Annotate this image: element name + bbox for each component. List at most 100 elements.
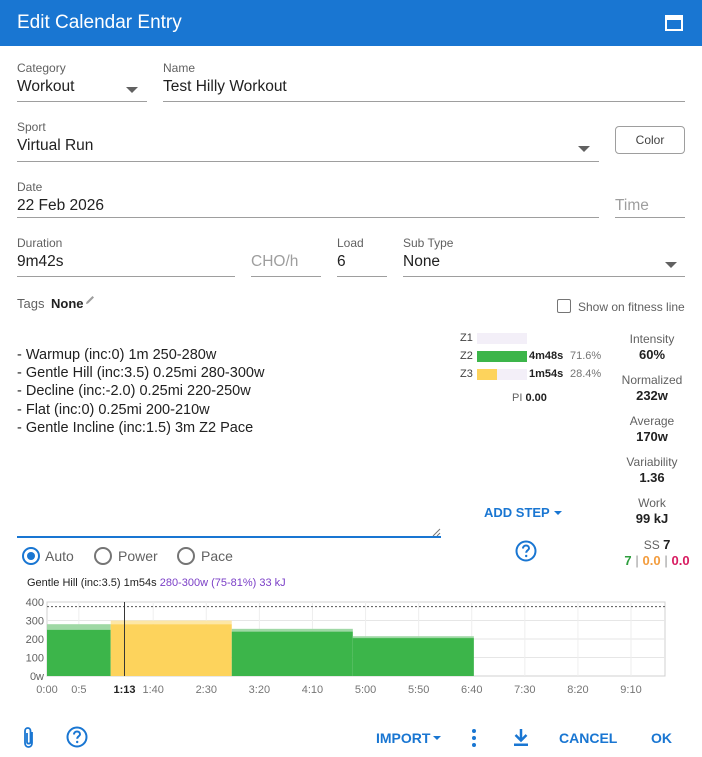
add-step-dropdown-icon[interactable] — [554, 511, 562, 515]
workout-text-editor[interactable]: - Warmup (inc:0) 1m 250-280w - Gentle Hi… — [17, 346, 264, 437]
stat-label: Intensity — [629, 332, 675, 346]
duration-input[interactable]: 9m42s — [17, 253, 64, 270]
zone-label: Z3 — [460, 368, 473, 380]
zone-percent: 28.4% — [570, 368, 602, 380]
tags-label: Tags — [17, 296, 45, 311]
ss-part: 0.0 — [642, 553, 661, 568]
edit-pencil-icon[interactable] — [84, 294, 96, 306]
chart-y-tick-label: 0w — [30, 671, 44, 683]
subtype-select[interactable]: None — [403, 253, 441, 270]
cho-input[interactable]: CHO/h — [251, 253, 299, 270]
cho-underline — [251, 276, 321, 277]
workout-chart[interactable]: 400 300 200 100 0w0:00 0:5 1:13 1:40 2:30 3:20 4:1… — [0, 592, 702, 698]
zone-label: Z2 — [460, 350, 473, 362]
chart-bar — [47, 629, 111, 676]
date-input[interactable]: 22 Feb 2026 — [17, 197, 105, 214]
workout-line: - Flat (inc:0) 0.25mi 200-210w — [17, 401, 210, 418]
sport-select[interactable]: Virtual Run — [17, 137, 94, 154]
resize-handle-icon[interactable] — [432, 528, 441, 537]
color-button[interactable]: Color — [615, 126, 685, 154]
duration-label: Duration — [17, 236, 63, 250]
chart-y-tick-label: 200 — [26, 634, 44, 646]
stat-value: 170w — [636, 429, 668, 444]
date-label: Date — [17, 180, 43, 194]
stat-value: 232w — [636, 388, 668, 403]
chart-bar — [231, 631, 353, 676]
chart-y-tick-label: 100 — [26, 653, 44, 665]
chart-step-info: Gentle Hill (inc:3.5) 1m54s 280-300w (75… — [27, 577, 286, 589]
category-underline — [17, 101, 147, 102]
fitness-line-checkbox[interactable] — [557, 299, 571, 313]
radio-pace[interactable] — [177, 547, 195, 565]
pi-value: PI 0.00 — [512, 392, 547, 404]
workout-line: - Gentle Hill (inc:3.5) 0.25mi 280-300w — [17, 365, 265, 382]
sport-label: Sport — [17, 120, 46, 134]
category-select[interactable]: Workout — [17, 78, 75, 95]
load-underline — [337, 276, 387, 277]
name-input[interactable]: Test Hilly Workout — [163, 78, 287, 95]
radio-auto[interactable] — [22, 547, 40, 565]
sport-dropdown-icon[interactable] — [578, 146, 590, 152]
duration-underline — [17, 276, 235, 277]
cancel-button[interactable]: CANCEL — [559, 730, 618, 746]
stat-value: 1.36 — [639, 470, 665, 485]
sport-underline — [17, 161, 599, 162]
help-icon[interactable] — [515, 540, 537, 562]
chart-x-tick-label: 1:13 — [113, 684, 135, 696]
subtype-label: Sub Type — [403, 236, 454, 250]
stat-value: 60% — [638, 347, 666, 362]
chart-bar-range — [231, 628, 353, 632]
zone-percent: 71.6% — [570, 350, 602, 362]
maximize-icon[interactable] — [664, 13, 684, 33]
radio-power[interactable] — [94, 547, 112, 565]
add-step-button[interactable]: ADD STEP — [484, 505, 550, 520]
name-underline — [163, 101, 685, 102]
chart-x-tick-label: 5:50 — [408, 684, 429, 696]
chart-x-tick-label: 0:5 — [71, 684, 86, 696]
load-label: Load — [337, 236, 364, 250]
chart-x-tick-label: 4:10 — [302, 684, 323, 696]
chart-bar-range — [352, 636, 474, 639]
workout-text-underline — [17, 536, 441, 538]
ss-part: 7 — [624, 553, 632, 568]
radio-pace-label: Pace — [201, 548, 233, 564]
more-vert-icon[interactable] — [468, 728, 480, 748]
date-underline — [17, 217, 599, 218]
chart-y-tick-label: 300 — [26, 616, 44, 628]
radio-power-label: Power — [118, 548, 158, 564]
chart-x-tick-label: 1:40 — [142, 684, 163, 696]
download-icon[interactable] — [512, 727, 530, 747]
ok-button[interactable]: OK — [651, 730, 672, 746]
paperclip-icon[interactable] — [20, 726, 38, 750]
chart-x-tick-label: 2:30 — [196, 684, 217, 696]
time-input[interactable]: Time — [615, 197, 649, 214]
stat-label: Variability — [626, 455, 678, 469]
workout-line: - Gentle Incline (inc:1.5) 3m Z2 Pace — [17, 419, 254, 436]
load-input[interactable]: 6 — [337, 253, 346, 270]
chart-x-tick-label: 0:00 — [36, 684, 57, 696]
zone-bar-fill — [477, 351, 527, 362]
subtype-dropdown-icon[interactable] — [665, 262, 677, 268]
zone-label: Z1 — [460, 332, 473, 344]
import-button[interactable]: IMPORT — [376, 730, 431, 746]
chart-x-tick-label: 3:20 — [249, 684, 270, 696]
stat-label: Work — [638, 496, 666, 510]
stat-label: Normalized — [621, 373, 683, 387]
category-label: Category — [17, 61, 66, 75]
time-underline — [615, 217, 685, 218]
import-dropdown-icon[interactable] — [433, 736, 441, 740]
ss-part: 0.0 — [671, 553, 690, 568]
category-dropdown-icon[interactable] — [126, 87, 138, 93]
zone-bar-track — [477, 333, 527, 344]
zone-bar-track — [477, 369, 527, 380]
footer-help-icon[interactable] — [66, 726, 88, 748]
dialog-title: Edit Calendar Entry — [17, 12, 182, 33]
chart-y-tick-label: 400 — [26, 597, 44, 609]
zone-time: 1m54s — [529, 368, 564, 380]
tags-value[interactable]: None — [51, 296, 84, 311]
radio-auto-label: Auto — [45, 548, 74, 564]
stat-label: Average — [629, 414, 675, 428]
dialog-titlebar: Edit Calendar Entry — [0, 0, 702, 46]
subtype-underline — [403, 276, 685, 277]
chart-x-tick-label: 7:30 — [514, 684, 535, 696]
